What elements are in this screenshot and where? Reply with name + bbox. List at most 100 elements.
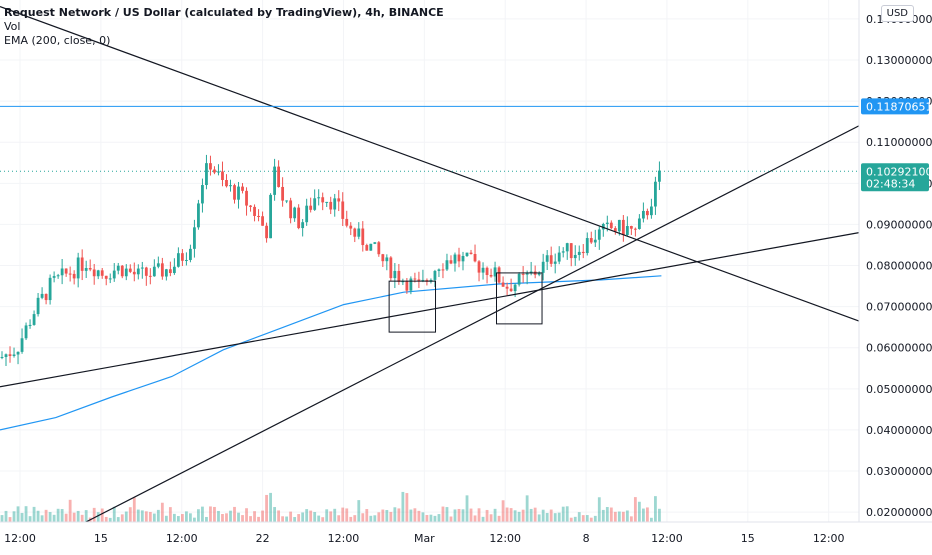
candle-body bbox=[128, 268, 132, 272]
volume-bar bbox=[172, 513, 176, 522]
volume-bar bbox=[337, 515, 341, 522]
candle-body bbox=[301, 222, 305, 229]
volume-bar bbox=[609, 507, 613, 522]
volume-bar bbox=[132, 497, 136, 522]
candle-body bbox=[245, 190, 248, 206]
volume-bar bbox=[409, 509, 413, 522]
candle-body bbox=[389, 257, 393, 279]
volume-bar bbox=[20, 512, 24, 522]
volume-bar bbox=[120, 514, 124, 522]
volume-bar bbox=[617, 511, 621, 522]
candle-body bbox=[401, 281, 405, 283]
candle-body bbox=[413, 278, 417, 280]
candle-body bbox=[349, 225, 353, 229]
candle-body bbox=[40, 293, 44, 298]
candle-body bbox=[0, 356, 4, 359]
candle-body bbox=[654, 181, 657, 207]
volume-bar bbox=[485, 509, 489, 522]
candle-body bbox=[601, 223, 605, 230]
candle-body bbox=[124, 268, 128, 277]
candle-body bbox=[12, 354, 16, 356]
symbol-title[interactable]: Request Network / US Dollar (calculated … bbox=[4, 6, 444, 19]
volume-bar bbox=[68, 499, 72, 522]
volume-bar bbox=[301, 512, 305, 522]
candle-body bbox=[433, 270, 437, 280]
candle-body bbox=[373, 242, 377, 244]
candle-body bbox=[453, 254, 457, 264]
volume-bar bbox=[193, 517, 196, 522]
volume-bar bbox=[233, 506, 236, 522]
candle-body bbox=[393, 270, 397, 279]
candle-body bbox=[437, 269, 441, 271]
marker-boxes[interactable] bbox=[388, 272, 543, 333]
candle-body bbox=[493, 267, 497, 277]
x-tick-label: 12:00 bbox=[328, 532, 360, 545]
volume-bar bbox=[100, 508, 104, 522]
volume-bar bbox=[76, 510, 80, 522]
x-tick-label: 12:00 bbox=[166, 532, 198, 545]
trendline[interactable] bbox=[85, 125, 860, 523]
candle-body bbox=[60, 268, 64, 276]
time-axis[interactable]: 12:00 15 12:00 22 12:00 Mar 12:00 8 12:00 15 12:00 bbox=[4, 532, 844, 545]
volume-bar bbox=[429, 514, 433, 522]
volume-bar bbox=[437, 514, 441, 522]
candle-body bbox=[333, 198, 337, 210]
candle-body bbox=[549, 255, 553, 264]
volume-bar bbox=[461, 509, 465, 522]
horizontal-line[interactable] bbox=[0, 105, 859, 172]
marker-box[interactable] bbox=[496, 272, 543, 325]
volume-bar bbox=[473, 515, 477, 522]
volume-bar bbox=[637, 501, 641, 522]
volume-bar bbox=[245, 508, 248, 522]
volume-bar bbox=[277, 510, 281, 522]
volume-bar bbox=[333, 508, 337, 522]
candle-body bbox=[381, 254, 385, 262]
candle-body bbox=[88, 268, 92, 270]
candle-body bbox=[28, 324, 32, 326]
volume-bar bbox=[201, 506, 204, 522]
volume-bar bbox=[148, 511, 152, 522]
volume-bar bbox=[128, 507, 132, 522]
candle-body bbox=[293, 207, 297, 219]
candle-body bbox=[273, 166, 276, 195]
volume-bar bbox=[469, 508, 473, 522]
ema-label[interactable]: EMA (200, close, 0) bbox=[4, 34, 111, 47]
candle-body bbox=[197, 203, 200, 228]
volume-bar bbox=[84, 510, 88, 522]
volume-bars bbox=[0, 491, 661, 522]
candle-body bbox=[369, 243, 373, 251]
candle-body bbox=[305, 205, 309, 223]
volume-bar bbox=[325, 509, 329, 522]
candle-body bbox=[421, 279, 425, 281]
volume-bar bbox=[4, 510, 8, 522]
volume-bar bbox=[297, 514, 301, 522]
volume-bar bbox=[8, 517, 12, 522]
candle-body bbox=[397, 270, 401, 282]
price-axis[interactable]: 0.140000000.130000000.120000000.11000000… bbox=[861, 13, 932, 519]
trendline[interactable] bbox=[0, 232, 860, 388]
volume-bar bbox=[205, 516, 208, 522]
y-tick-label: 0.03000000 bbox=[866, 465, 932, 478]
vol-label[interactable]: Vol bbox=[4, 20, 21, 33]
y-tick-label: 0.09000000 bbox=[866, 218, 932, 231]
candle-body bbox=[525, 273, 529, 275]
y-tick-label: 0.11000000 bbox=[866, 136, 932, 149]
volume-bar bbox=[493, 508, 497, 522]
trendlines[interactable] bbox=[0, 6, 860, 523]
candle-body bbox=[357, 228, 361, 237]
candle-body bbox=[92, 269, 96, 277]
trendline[interactable] bbox=[0, 6, 860, 322]
candle-body bbox=[16, 351, 20, 355]
candle-body bbox=[201, 185, 204, 204]
y-tick-label: 0.06000000 bbox=[866, 342, 932, 355]
last-price-tag bbox=[861, 163, 929, 192]
volume-bar bbox=[329, 511, 333, 522]
volume-bar bbox=[265, 494, 268, 522]
currency-button[interactable]: USD bbox=[880, 5, 914, 22]
volume-bar bbox=[373, 515, 377, 522]
marker-box[interactable] bbox=[388, 280, 437, 333]
volume-bar bbox=[253, 511, 256, 522]
